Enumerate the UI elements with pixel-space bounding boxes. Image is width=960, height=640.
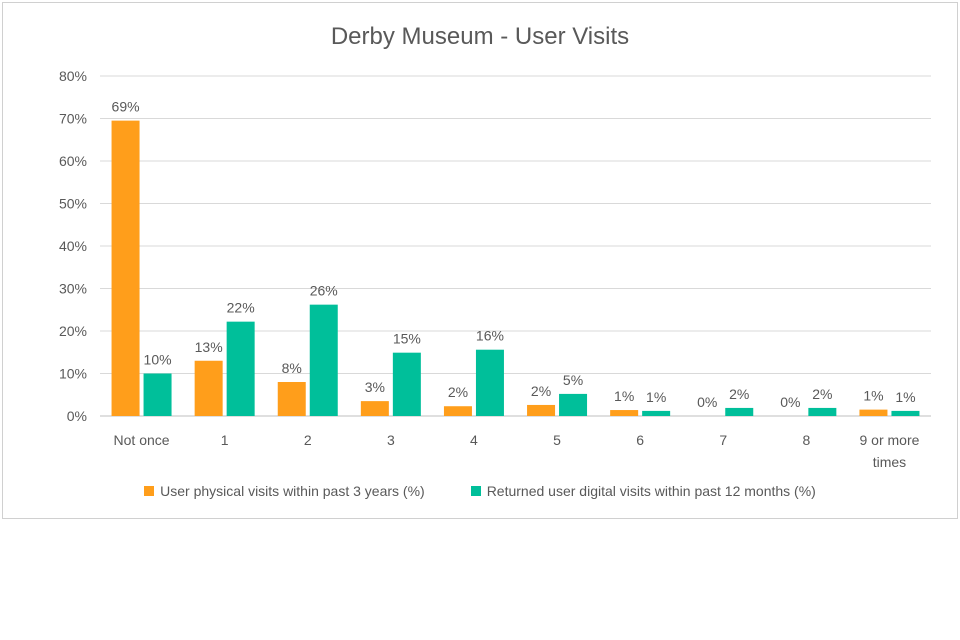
bar-physical bbox=[444, 406, 472, 416]
bar-digital bbox=[476, 350, 504, 416]
bar-digital bbox=[642, 411, 670, 416]
data-label: 5% bbox=[563, 372, 583, 388]
x-tick-label: 4 bbox=[470, 432, 478, 448]
bar-physical bbox=[112, 121, 140, 416]
data-label: 69% bbox=[112, 99, 140, 115]
x-tick-label: 2 bbox=[304, 432, 312, 448]
y-tick-label: 40% bbox=[59, 238, 87, 254]
bar-physical bbox=[195, 361, 223, 416]
y-tick-label: 10% bbox=[59, 366, 87, 382]
x-tick-label: 9 or more times bbox=[859, 432, 919, 470]
data-label: 1% bbox=[863, 388, 883, 404]
bar-physical bbox=[610, 410, 638, 416]
data-label: 2% bbox=[729, 386, 749, 402]
x-tick-label: 1 bbox=[221, 432, 229, 448]
y-tick-label: 0% bbox=[67, 408, 87, 424]
data-label: 8% bbox=[282, 360, 302, 376]
y-tick-label: 30% bbox=[59, 281, 87, 297]
x-tick-label: 5 bbox=[553, 432, 561, 448]
data-label: 22% bbox=[227, 300, 255, 316]
y-tick-label: 70% bbox=[59, 111, 87, 127]
data-label: 2% bbox=[531, 383, 551, 399]
legend-label-digital: Returned user digital visits within past… bbox=[487, 483, 816, 499]
data-label: 1% bbox=[895, 389, 915, 405]
data-label: 10% bbox=[144, 352, 172, 368]
y-tick-label: 20% bbox=[59, 323, 87, 339]
legend-item-physical: User physical visits within past 3 years… bbox=[144, 483, 425, 499]
bar-digital bbox=[891, 411, 919, 416]
y-tick-label: 50% bbox=[59, 196, 87, 212]
data-label: 2% bbox=[812, 386, 832, 402]
bar-digital bbox=[227, 322, 255, 416]
legend-item-digital: Returned user digital visits within past… bbox=[471, 483, 816, 499]
data-label: 13% bbox=[195, 339, 223, 355]
bar-digital bbox=[144, 374, 172, 417]
bar-digital bbox=[725, 408, 753, 416]
bar-physical bbox=[278, 382, 306, 416]
x-tick-label: 8 bbox=[802, 432, 810, 448]
legend-swatch-digital bbox=[471, 486, 481, 496]
x-tick-label: Not once bbox=[114, 432, 170, 448]
bar-digital bbox=[393, 353, 421, 416]
x-tick-label: 7 bbox=[719, 432, 727, 448]
bar-chart-plot: 0%10%20%30%40%50%60%70%80%69%13%8%3% 2% 2%… bbox=[3, 3, 957, 518]
chart-container: Derby Museum - User Visits 0% 10% 20% 30% 40… bbox=[2, 2, 958, 519]
chart-legend: User physical visits within past 3 years… bbox=[3, 483, 957, 499]
data-label: 1% bbox=[614, 388, 634, 404]
data-label: 15% bbox=[393, 331, 421, 347]
x-tick-label: 3 bbox=[387, 432, 395, 448]
data-label: 2% bbox=[448, 384, 468, 400]
y-tick-label: 60% bbox=[59, 153, 87, 169]
data-label: 26% bbox=[310, 283, 338, 299]
y-tick-label: 80% bbox=[59, 68, 87, 84]
data-label: 0% bbox=[697, 394, 717, 410]
bar-physical bbox=[361, 401, 389, 416]
data-label: 16% bbox=[476, 328, 504, 344]
data-label: 3% bbox=[365, 379, 385, 395]
data-label: 0% bbox=[780, 394, 800, 410]
legend-swatch-physical bbox=[144, 486, 154, 496]
bar-digital bbox=[310, 305, 338, 416]
bar-physical bbox=[859, 410, 887, 416]
x-tick-label: 6 bbox=[636, 432, 644, 448]
legend-label-physical: User physical visits within past 3 years… bbox=[160, 483, 425, 499]
data-label: 1% bbox=[646, 389, 666, 405]
bar-physical bbox=[527, 405, 555, 416]
bar-digital bbox=[559, 394, 587, 416]
bar-digital bbox=[808, 408, 836, 416]
